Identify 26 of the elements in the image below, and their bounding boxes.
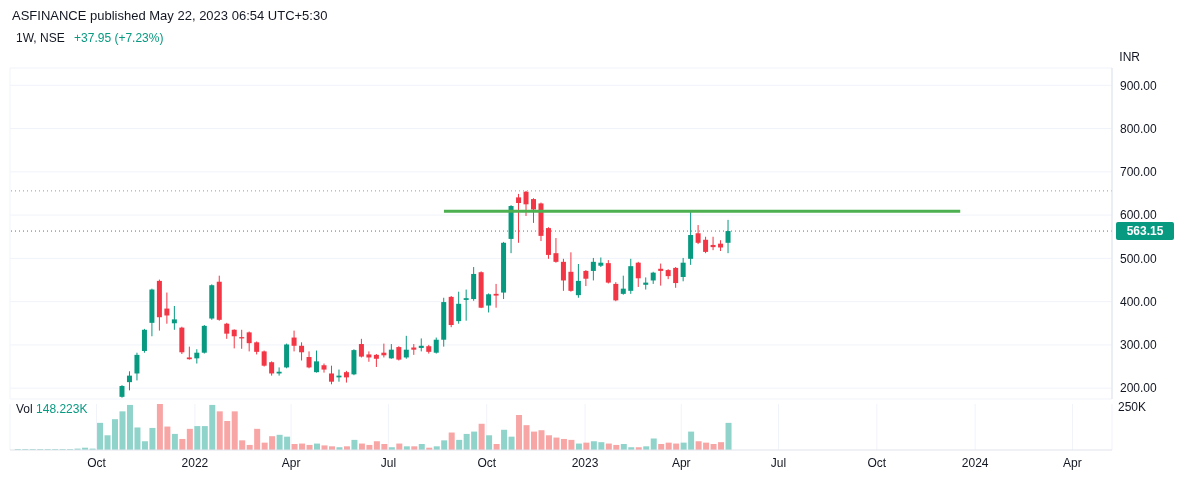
x-tick-label: 2022 (181, 455, 209, 470)
x-tick-label: Apr (1063, 455, 1082, 470)
y-axis-title: INR (1119, 50, 1140, 64)
y-tick-label: 400.00 (1120, 294, 1158, 309)
x-tick-label: Apr (671, 455, 691, 470)
y-tick-label: 700.00 (1120, 165, 1158, 180)
y-tick-label: 300.00 (1120, 338, 1158, 353)
y-tick-label: 600.00 (1120, 208, 1158, 223)
y-tick-label: 200.00 (1120, 381, 1158, 396)
x-tick-label: Oct (87, 455, 107, 470)
y-tick-label: 500.00 (1120, 251, 1158, 266)
text: +37.95 (+7.23%) (74, 31, 164, 45)
annotation: Vol 148.223K (16, 402, 88, 416)
ref-line-label: 563.15 (1126, 224, 1164, 239)
y-tick-label: 900.00 (1120, 78, 1158, 93)
text: 250K (1118, 400, 1147, 414)
chart-title: ASFINANCE published May 22, 2023 06:54 UTC+5:30 (11, 8, 329, 25)
x-tick-label: Oct (867, 455, 887, 470)
x-tick-label: Apr (281, 455, 301, 470)
x-tick-label: Jul (380, 455, 397, 470)
y-tick-label: 800.00 (1120, 121, 1158, 136)
x-tick-label: Oct (477, 455, 497, 470)
chart-subtitle: 1W, NSE (16, 31, 65, 45)
x-tick-label: 2023 (571, 455, 599, 470)
x-tick-label: 2024 (961, 455, 989, 470)
x-tick-label: Jul (770, 455, 787, 470)
